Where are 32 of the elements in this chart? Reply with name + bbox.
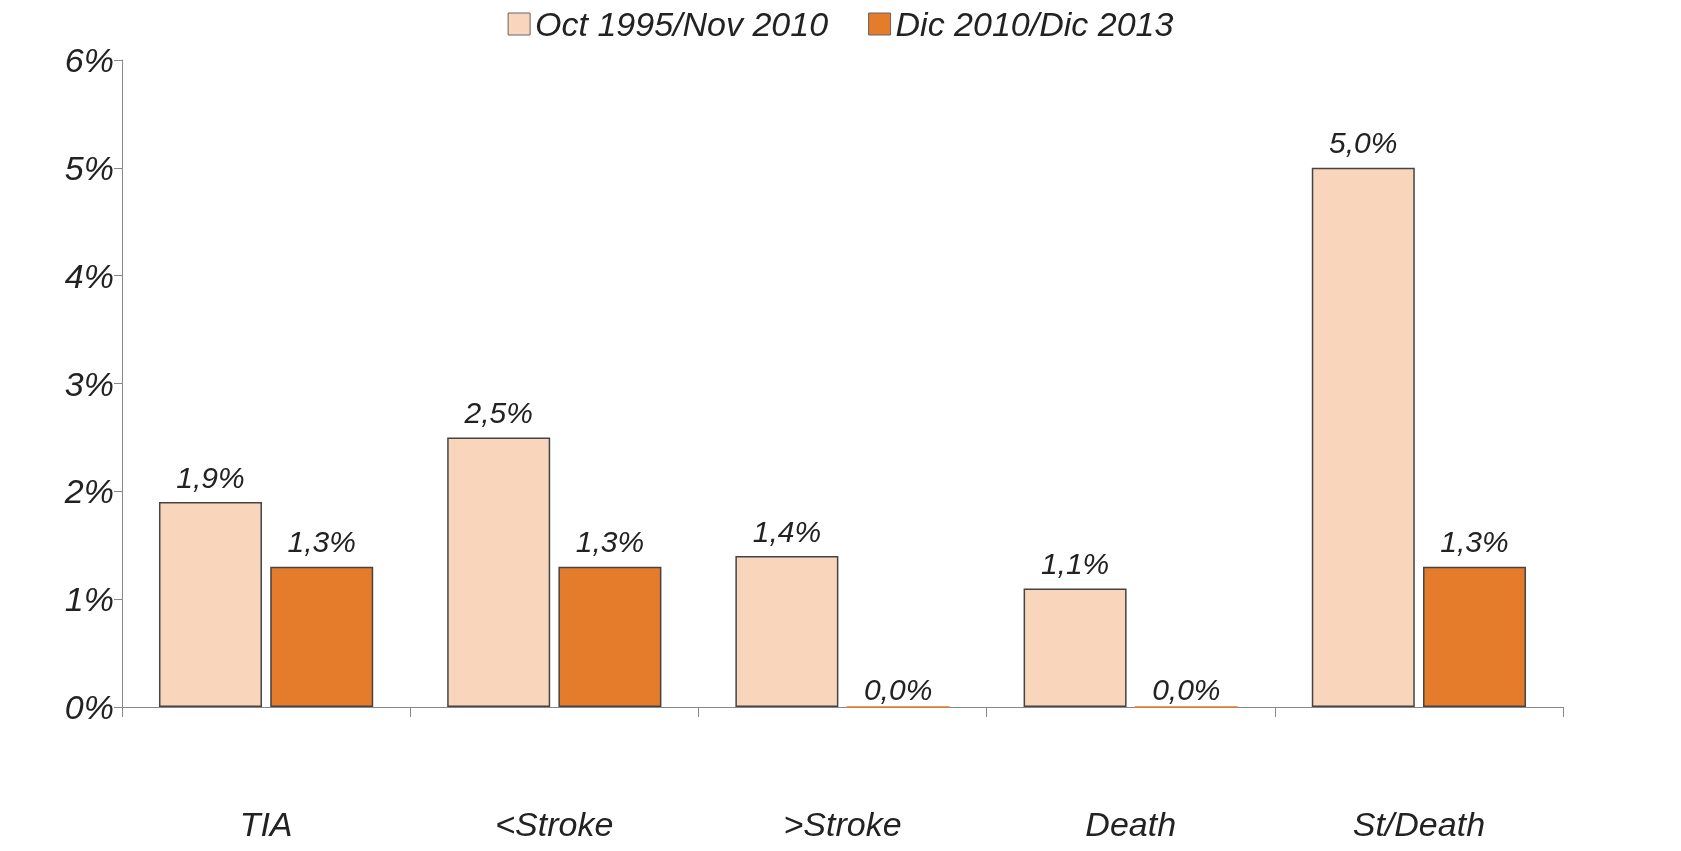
y-tick-label: 5% <box>64 148 114 187</box>
data-label: 2,5% <box>463 395 533 429</box>
bar <box>1311 167 1415 707</box>
bar <box>1423 566 1527 707</box>
y-tick-label: 3% <box>64 364 114 403</box>
bar <box>158 502 262 707</box>
bar <box>735 556 839 707</box>
legend-label: Oct 1995/Nov 2010 <box>535 5 829 43</box>
x-tick-label: St/Death <box>1352 805 1486 843</box>
bar <box>1023 588 1127 707</box>
data-label: 0,0% <box>863 673 933 706</box>
y-tick-label: 6% <box>64 41 114 79</box>
data-label: 1,1% <box>1040 546 1110 580</box>
bar <box>447 437 551 707</box>
data-label: 0,0% <box>1152 673 1221 706</box>
data-label: 1,9% <box>176 460 245 494</box>
legend-label: Dic 2010/Dic 2013 <box>895 5 1174 43</box>
x-tick-label: <Stroke <box>495 805 614 843</box>
data-label: 5,0% <box>1329 126 1398 160</box>
y-tick-label: 2% <box>63 472 114 511</box>
bar <box>558 566 662 707</box>
bar <box>270 566 374 707</box>
data-label: 1,3% <box>575 525 645 559</box>
y-tick-label: 1% <box>64 580 114 619</box>
data-label: 1,3% <box>287 525 356 559</box>
x-tick-label: TIA <box>239 805 293 843</box>
data-label: 1,3% <box>1440 525 1509 559</box>
x-tick-label: Death <box>1085 805 1177 843</box>
y-tick-label: 4% <box>64 256 114 295</box>
y-tick-label: 0% <box>64 688 114 726</box>
data-label: 1,4% <box>752 514 822 548</box>
x-tick-label: >Stroke <box>783 805 902 843</box>
